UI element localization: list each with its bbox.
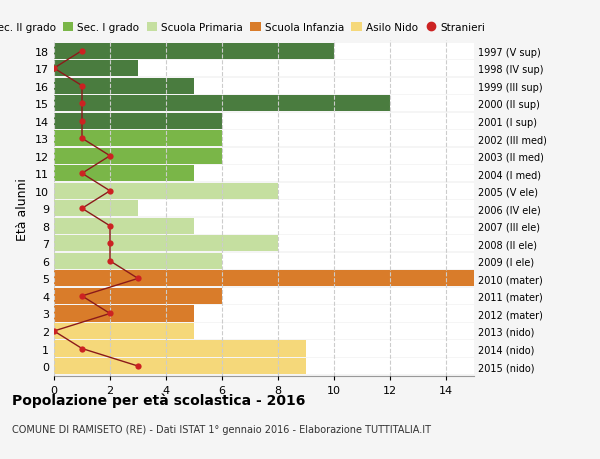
Bar (54, 358, 474, 374)
Bar (54, 306, 194, 322)
Bar (54, 271, 474, 287)
Bar (54, 78, 194, 95)
Bar (54, 288, 474, 304)
Bar (54, 131, 222, 147)
Bar (54, 183, 474, 199)
Bar (54, 236, 474, 252)
Bar (54, 271, 474, 287)
Bar (54, 148, 474, 164)
Bar (54, 201, 474, 217)
Bar (54, 61, 474, 77)
Bar (54, 113, 222, 129)
Bar (54, 96, 474, 112)
Bar (54, 148, 222, 164)
Bar (54, 96, 390, 112)
Text: Popolazione per età scolastica - 2016: Popolazione per età scolastica - 2016 (12, 392, 305, 407)
Bar (54, 323, 194, 339)
Bar (54, 288, 222, 304)
Bar (54, 44, 474, 60)
Bar (54, 166, 474, 182)
Bar (54, 306, 474, 322)
Bar (54, 323, 474, 339)
Text: COMUNE DI RAMISETO (RE) - Dati ISTAT 1° gennaio 2016 - Elaborazione TUTTITALIA.I: COMUNE DI RAMISETO (RE) - Dati ISTAT 1° … (12, 425, 431, 435)
Bar (54, 44, 334, 60)
Bar (54, 78, 474, 95)
Bar (54, 218, 474, 235)
Bar (54, 358, 306, 374)
Bar (54, 253, 222, 269)
Y-axis label: Età alunni: Età alunni (16, 178, 29, 240)
Bar (54, 341, 474, 357)
Bar (54, 131, 474, 147)
Bar (54, 253, 474, 269)
Bar (54, 218, 194, 235)
Bar (54, 166, 194, 182)
Legend: Sec. II grado, Sec. I grado, Scuola Primaria, Scuola Infanzia, Asilo Nido, Stran: Sec. II grado, Sec. I grado, Scuola Prim… (0, 23, 485, 33)
Bar (54, 201, 138, 217)
Bar (54, 341, 306, 357)
Bar (54, 61, 138, 77)
Bar (54, 113, 474, 129)
Bar (54, 183, 278, 199)
Bar (54, 236, 278, 252)
